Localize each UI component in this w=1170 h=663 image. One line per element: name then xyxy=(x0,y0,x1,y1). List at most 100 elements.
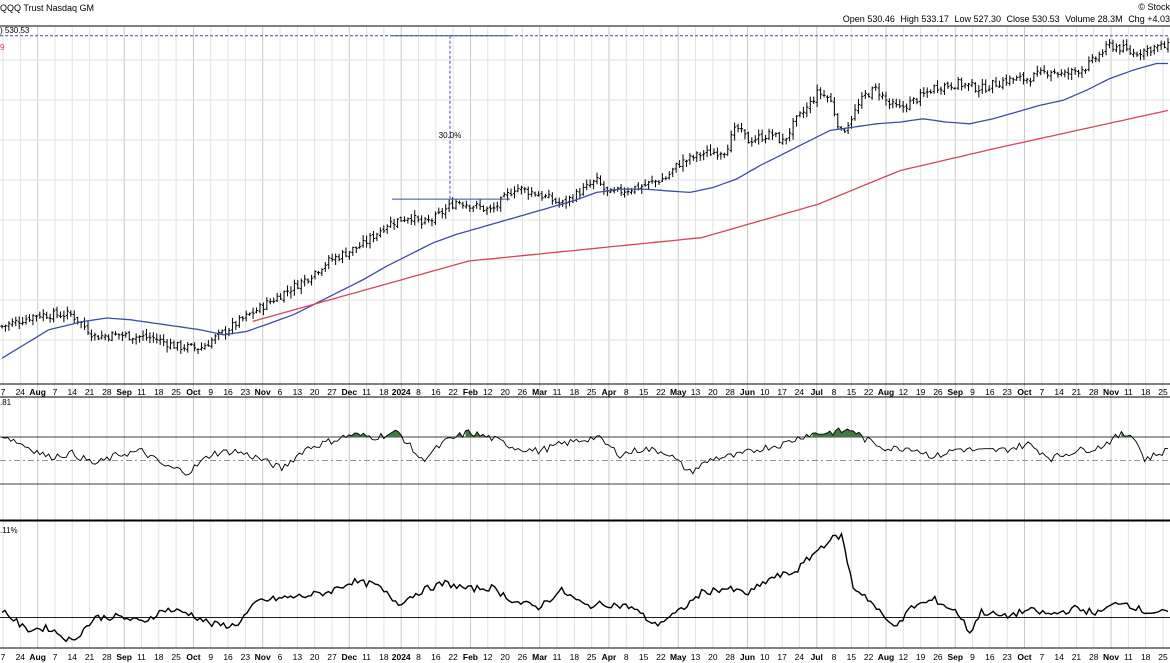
price-bar xyxy=(884,91,888,106)
price-bar xyxy=(45,311,49,320)
price-bar xyxy=(69,310,73,317)
x-tick-label: 6 xyxy=(278,387,283,397)
x-tick-label: 18 xyxy=(154,387,164,397)
price-bar xyxy=(850,115,854,129)
x-tick-label: 20 xyxy=(500,387,510,397)
x-tick-label-bottom: 15 xyxy=(639,652,649,662)
x-tick-label-bottom: 17 xyxy=(777,652,787,662)
price-bar xyxy=(760,129,764,142)
x-tick-label: 8 xyxy=(832,387,837,397)
x-tick-label-bottom: 7 xyxy=(53,652,58,662)
x-tick-label: 28 xyxy=(725,387,735,397)
price-bar xyxy=(932,84,936,94)
x-tick-label: 22 xyxy=(656,387,666,397)
x-tick-label: 17 xyxy=(777,387,787,397)
price-bar xyxy=(908,96,912,111)
chg-value: +4.03 xyxy=(1147,14,1170,24)
x-tick-label-bottom: 20 xyxy=(310,652,320,662)
price-bar xyxy=(248,312,252,317)
price-bar xyxy=(1156,44,1160,53)
price-bar xyxy=(1145,45,1149,57)
price-bar xyxy=(729,130,733,153)
price-bar xyxy=(1049,70,1053,82)
price-bar xyxy=(323,262,327,272)
price-bar xyxy=(423,216,427,225)
price-bar xyxy=(457,200,461,205)
price-bar xyxy=(255,307,259,314)
price-bar xyxy=(316,270,320,276)
price-bar xyxy=(444,204,448,219)
price-bar xyxy=(715,147,719,160)
price-bar xyxy=(836,113,840,131)
x-tick-label: 25 xyxy=(1158,387,1168,397)
price-bar xyxy=(829,92,833,103)
price-bar xyxy=(265,297,269,311)
open-value: 530.46 xyxy=(867,14,895,24)
price-bar xyxy=(120,331,124,342)
x-tick-label-bottom: Nov xyxy=(255,652,271,662)
x-tick-label-bottom: 13 xyxy=(691,652,701,662)
price-bar xyxy=(1090,54,1094,64)
price-bar xyxy=(1087,56,1091,72)
price-bar xyxy=(110,331,114,342)
x-tick-label: 11 xyxy=(362,387,371,397)
price-bar xyxy=(38,311,42,319)
price-bar xyxy=(698,152,702,161)
x-tick-label-bottom: 28 xyxy=(725,652,735,662)
price-bar xyxy=(382,225,386,234)
price-bar xyxy=(585,179,589,191)
x-tick-label: 2024 xyxy=(392,387,411,397)
price-bar xyxy=(282,290,286,303)
x-tick-label: Sep xyxy=(947,387,963,397)
price-bar xyxy=(719,151,723,160)
low-value: 527.30 xyxy=(973,14,1001,24)
price-bar xyxy=(134,333,138,345)
price-bar xyxy=(189,342,193,346)
price-bar xyxy=(310,274,314,286)
price-bar xyxy=(1008,75,1012,86)
price-bar xyxy=(654,179,658,188)
price-bar xyxy=(863,90,867,99)
x-tick-label: 11 xyxy=(137,387,146,397)
price-bar xyxy=(901,100,905,113)
price-bar xyxy=(595,172,599,185)
price-bar xyxy=(1108,39,1112,49)
price-bar xyxy=(385,224,389,234)
price-bar xyxy=(396,218,400,229)
price-bar xyxy=(1059,69,1063,77)
x-tick-label: 11 xyxy=(553,387,562,397)
price-bar xyxy=(1101,49,1105,58)
price-bar xyxy=(10,318,14,327)
x-tick-label: 10 xyxy=(760,387,770,397)
price-bar xyxy=(547,189,551,199)
price-bar xyxy=(1039,67,1043,76)
price-bar xyxy=(107,334,111,342)
high-label: High xyxy=(900,14,919,24)
x-tick-label-bottom: 9 xyxy=(208,652,213,662)
price-bar xyxy=(1028,77,1032,87)
price-bar xyxy=(1149,46,1153,57)
price-bar xyxy=(144,328,148,341)
x-tick-label: 24 xyxy=(795,387,805,397)
price-bar xyxy=(753,135,757,144)
price-bar xyxy=(667,171,671,180)
price-bar xyxy=(234,320,238,331)
price-bar xyxy=(1022,72,1026,85)
x-tick-label: 22 xyxy=(864,387,874,397)
price-bar xyxy=(918,88,922,107)
price-bar xyxy=(7,321,11,331)
x-tick-label-bottom: May xyxy=(670,652,687,662)
sma200-line xyxy=(252,109,1169,323)
x-tick-label-bottom: 8 xyxy=(416,652,421,662)
high-value: 533.17 xyxy=(921,14,949,24)
price-bar xyxy=(186,341,190,353)
price-bar xyxy=(1070,67,1074,81)
x-tick-label: 26 xyxy=(933,387,943,397)
x-tick-label: 16 xyxy=(985,387,995,397)
price-bar xyxy=(1142,48,1146,60)
price-bar xyxy=(279,293,283,300)
rsi-overbought-fill xyxy=(465,429,486,437)
price-bar xyxy=(1152,44,1156,55)
price-bar xyxy=(915,97,919,105)
x-tick-label-bottom: 28 xyxy=(1089,652,1099,662)
